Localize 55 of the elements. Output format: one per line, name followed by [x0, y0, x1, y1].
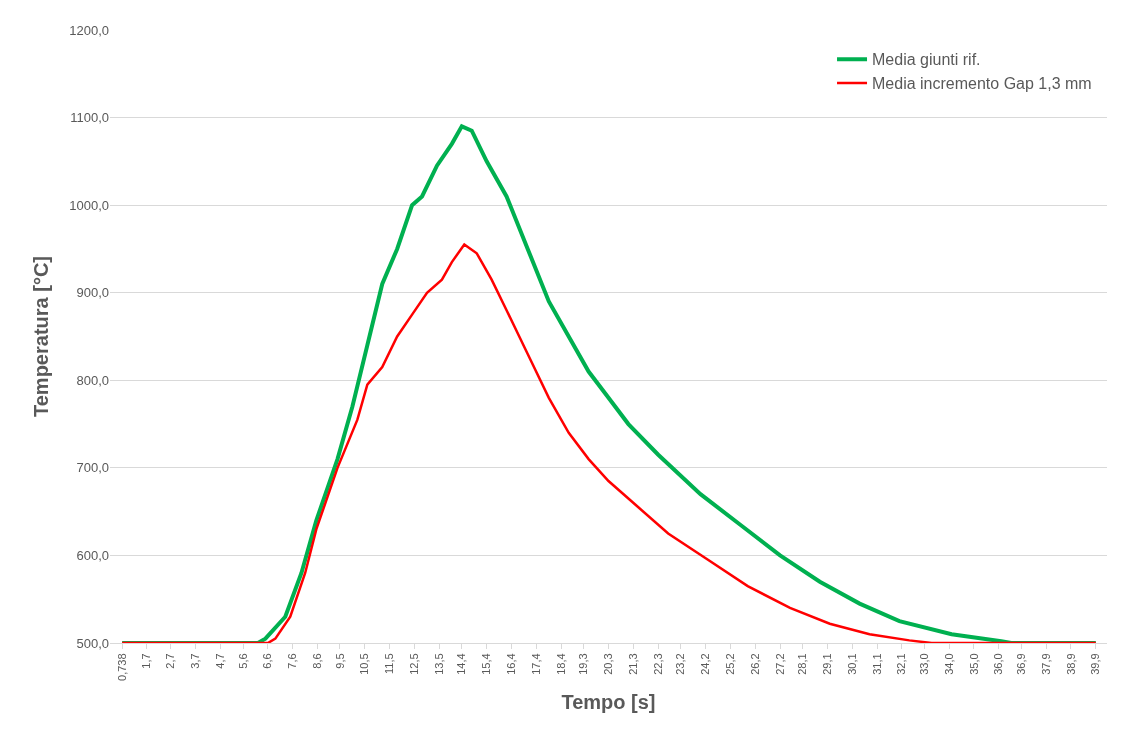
- y-tick-label: 600,0: [76, 547, 109, 563]
- y-tick-label: 500,0: [76, 635, 109, 651]
- x-tick-label: 30,1: [845, 653, 858, 675]
- x-tick-label: 8,6: [311, 653, 324, 669]
- x-tick-label: 19,3: [577, 653, 590, 675]
- x-tick-label: 1,7: [139, 653, 152, 669]
- x-tick-label: 16,4: [505, 653, 518, 675]
- legend-label: Media incremento Gap 1,3 mm: [872, 75, 1092, 93]
- x-tick-label: 31,1: [870, 653, 883, 675]
- y-tick-label: 1200,0: [69, 22, 109, 38]
- line-series: [120, 124, 1098, 643]
- y-axis-title: Temperatura [°C]: [29, 256, 52, 417]
- x-tick-label: 29,1: [820, 653, 833, 675]
- x-tick-label: 2,7: [164, 653, 177, 669]
- x-tick-label: 12,5: [408, 653, 421, 675]
- y-tick-label: 900,0: [76, 285, 109, 301]
- x-tick-label: 18,4: [554, 653, 567, 675]
- y-tick-label: 700,0: [76, 460, 109, 476]
- y-tick-label: 800,0: [76, 372, 109, 388]
- x-tick-label: 13,5: [433, 653, 446, 675]
- x-tick-label: 38,9: [1064, 653, 1077, 675]
- line-series: [120, 243, 1098, 643]
- x-tick-label: 22,3: [651, 653, 664, 675]
- x-tick-label: 27,2: [773, 653, 786, 675]
- x-tick-label: 36,9: [1014, 653, 1027, 675]
- x-tick-label: 6,6: [261, 653, 274, 669]
- x-tick-label: 15,4: [480, 653, 493, 675]
- x-tick-label: 7,6: [286, 653, 299, 669]
- x-tick-label: 34,0: [942, 653, 955, 675]
- x-tick-label: 35,0: [967, 653, 980, 675]
- x-tick-label: 21,3: [626, 653, 639, 675]
- x-tick-label: 26,2: [748, 653, 761, 675]
- x-tick-label: 36,0: [992, 653, 1005, 675]
- x-tick-label: 20,3: [602, 653, 615, 675]
- x-tick-label: 0,738: [115, 653, 128, 681]
- x-tick-label: 39,9: [1089, 653, 1102, 675]
- x-tick-label: 14,4: [455, 653, 468, 675]
- x-tick-label: 23,2: [674, 653, 687, 675]
- legend-label: Media giunti rif.: [872, 51, 981, 69]
- x-tick-label: 32,1: [895, 653, 908, 675]
- x-tick-label: 24,2: [699, 653, 712, 675]
- x-tick-label: 28,1: [796, 653, 809, 675]
- x-tick-label: 25,2: [723, 653, 736, 675]
- x-tick-label: 17,4: [529, 653, 542, 675]
- x-tick-label: 5,6: [236, 653, 249, 669]
- x-tick-label: 3,7: [189, 653, 202, 669]
- y-tick-label: 1000,0: [69, 197, 109, 213]
- x-axis-title: Tempo [s]: [561, 691, 656, 714]
- x-tick-label: 9,5: [333, 653, 346, 669]
- x-tick-label: 11,5: [383, 653, 396, 674]
- y-tick-label: 1100,0: [70, 110, 109, 126]
- x-tick-label: 33,0: [917, 653, 930, 675]
- x-tick-label: 4,7: [214, 653, 227, 669]
- x-tick-label: 37,9: [1039, 653, 1052, 675]
- x-tick-label: 10,5: [358, 653, 371, 675]
